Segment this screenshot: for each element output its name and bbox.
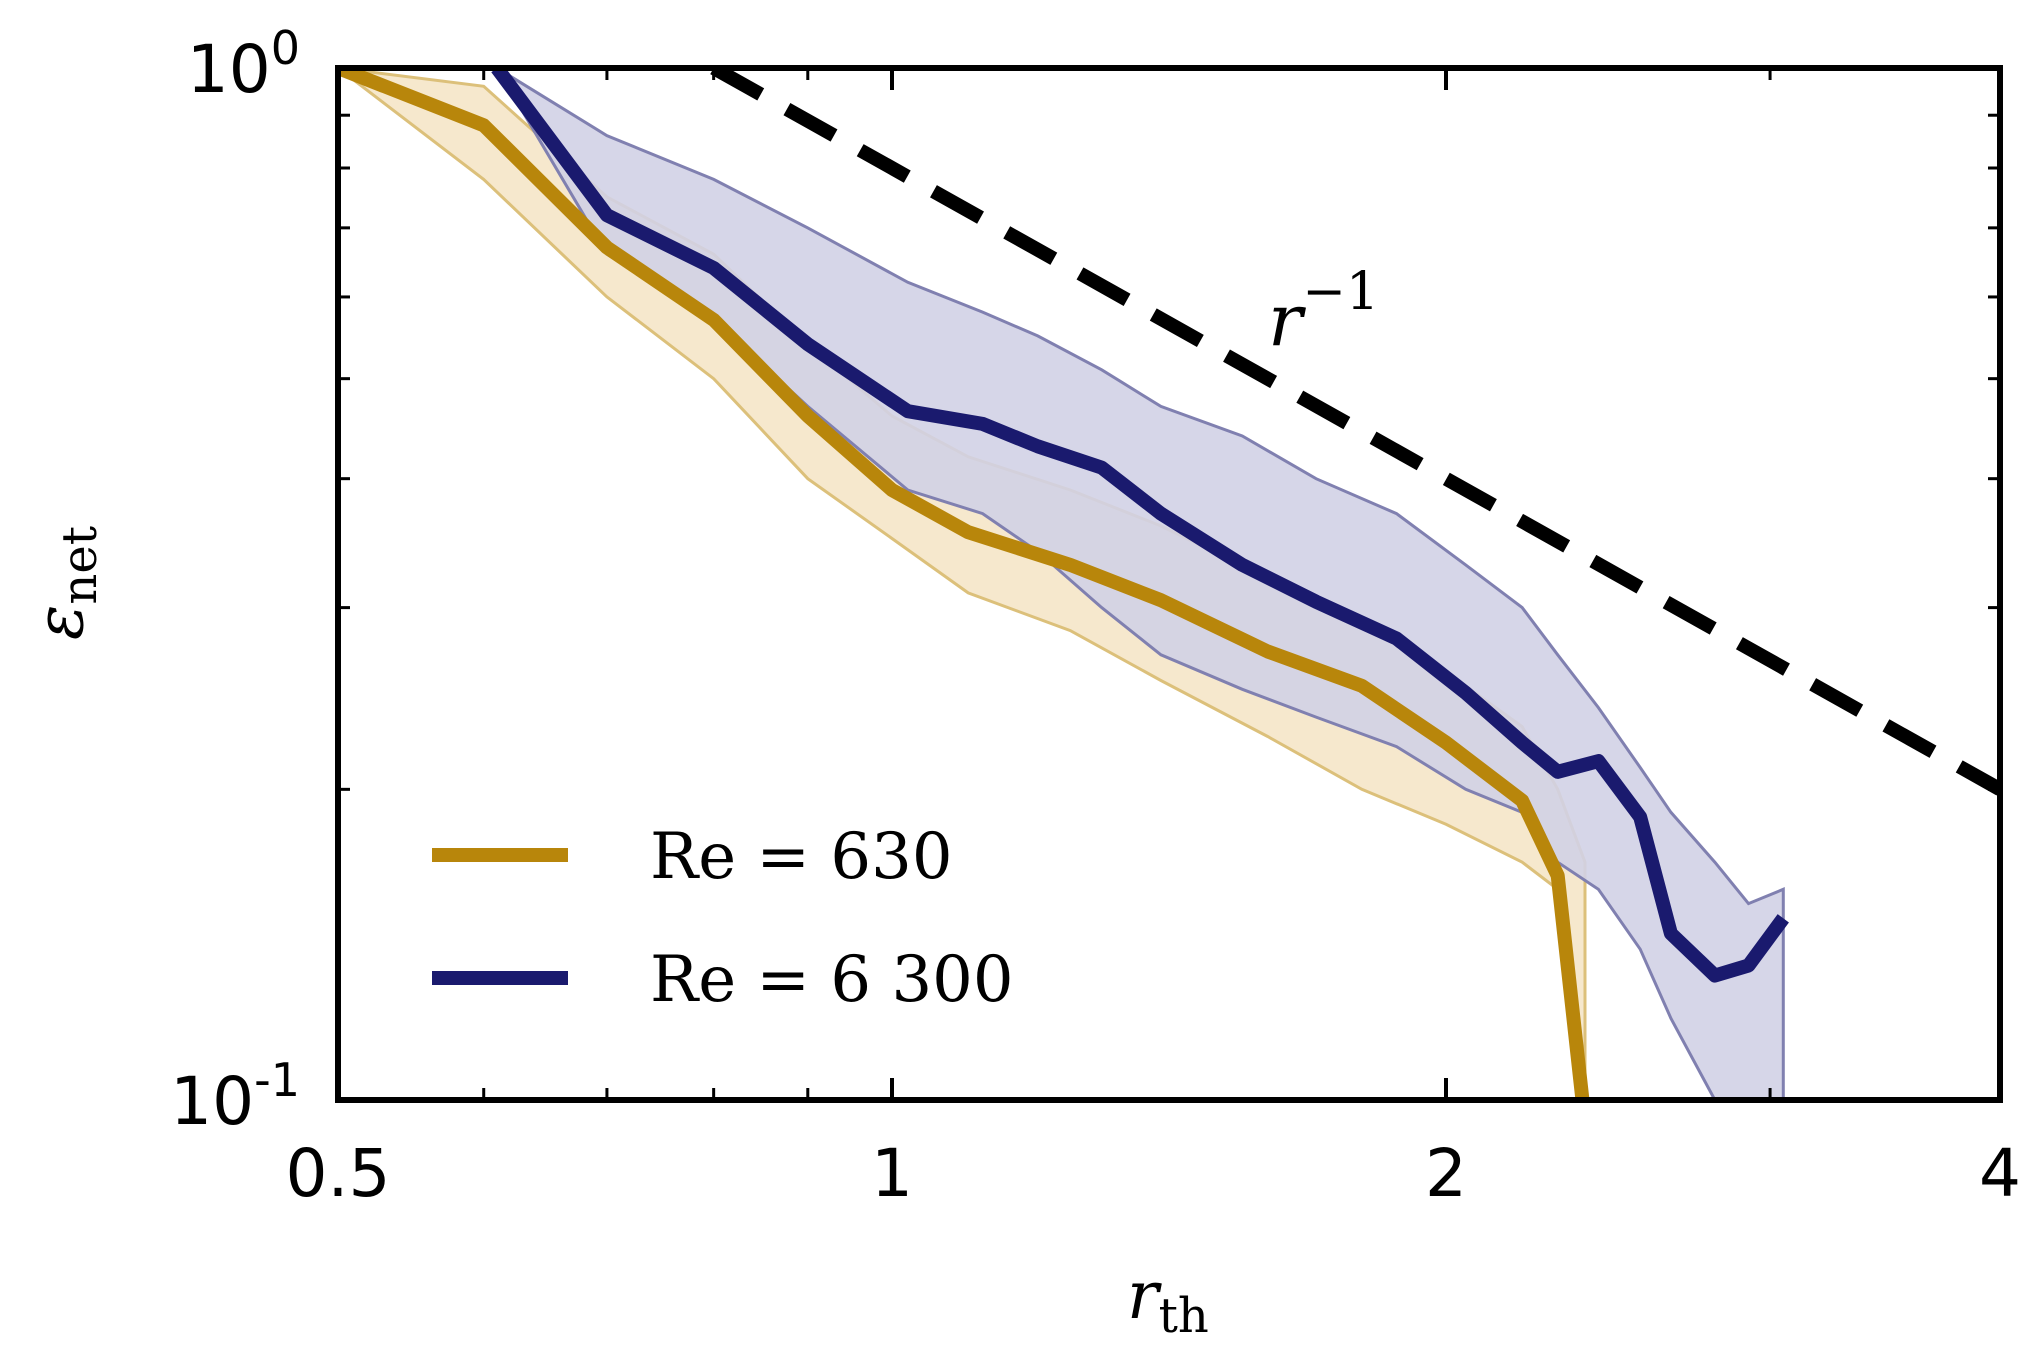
confidence-bands bbox=[338, 68, 1785, 1100]
x-axis-label: rth bbox=[1127, 1257, 1209, 1344]
x-axis-label-main: r bbox=[1127, 1257, 1162, 1334]
x-tick-label-0: 0.5 bbox=[286, 1135, 391, 1212]
y-tick-label-0: 100 bbox=[187, 21, 300, 108]
x-tick-label-2: 2 bbox=[1425, 1135, 1467, 1212]
y-axis-label: εnet bbox=[21, 526, 108, 640]
x-tick-label-3: 4 bbox=[1979, 1135, 2021, 1212]
x-axis-label-sub: th bbox=[1159, 1288, 1209, 1344]
reference-label-base: r bbox=[1268, 278, 1306, 362]
line-series-1 bbox=[491, 68, 1789, 983]
line-series-0 bbox=[338, 68, 1590, 1100]
plot-frame bbox=[335, 65, 2003, 1103]
reference-label-exponent: −1 bbox=[1302, 262, 1379, 322]
legend-label-re-630: Re = 630 bbox=[650, 820, 953, 894]
legend: Re = 630 Re = 6 300 bbox=[432, 820, 1014, 1017]
y-axis-label-main: ε bbox=[21, 605, 98, 640]
reference-line bbox=[710, 68, 2000, 796]
y-tick-label-exp-0: 0 bbox=[271, 21, 300, 75]
reference-line-group bbox=[710, 68, 2000, 796]
y-axis-label-sub: net bbox=[52, 526, 108, 605]
legend-label-re-6300: Re = 6 300 bbox=[650, 943, 1014, 1017]
y-tick-label-base-0: 10 bbox=[187, 31, 271, 108]
y-tick-label-base-1: 10 bbox=[170, 1063, 254, 1140]
x-tick-label-1: 1 bbox=[871, 1135, 913, 1212]
y-tick-label-exp-1: -1 bbox=[254, 1053, 300, 1107]
plot-area bbox=[338, 68, 2000, 1100]
series-lines bbox=[338, 68, 1789, 1100]
band-series-1 bbox=[495, 68, 1785, 1100]
y-tick-label-1: 10-1 bbox=[170, 1053, 300, 1140]
reference-line-label: r−1 bbox=[1268, 262, 1379, 362]
